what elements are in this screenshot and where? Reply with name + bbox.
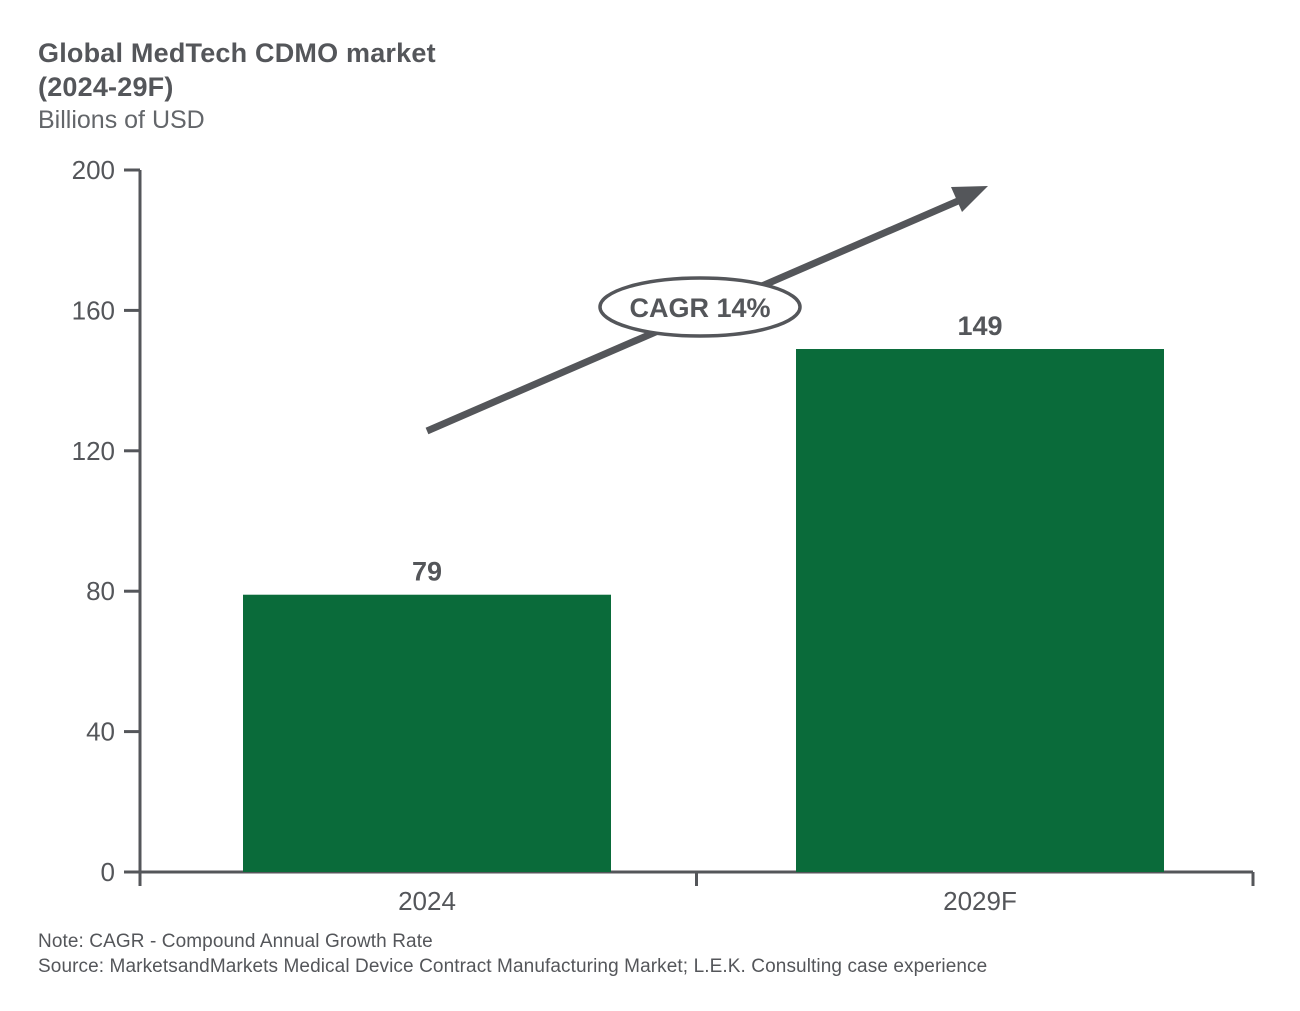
bar-value-label-2024: 79 [412, 557, 442, 587]
bar-2024 [243, 594, 611, 872]
cagr-annotation-label: CAGR 14% [629, 293, 770, 323]
x-axis-category-label-2024: 2024 [398, 886, 456, 916]
y-axis-tick-label: 0 [101, 857, 115, 887]
x-axis-category-label-2029F: 2029F [943, 886, 1017, 916]
y-axis-tick-label: 40 [86, 717, 115, 747]
source-text: Source: MarketsandMarkets Medical Device… [38, 956, 988, 977]
footnotes: Note: CAGR - Compound Annual Growth Rate… [38, 929, 987, 979]
y-axis-tick-label: 200 [72, 155, 115, 185]
y-axis-tick-label: 160 [72, 295, 115, 325]
chart-title-line2: (2024-29F) [38, 72, 174, 102]
chart-title-line1: Global MedTech CDMO market [38, 38, 436, 68]
growth-arrow-head-icon [951, 186, 988, 212]
y-axis-tick-label: 120 [72, 436, 115, 466]
cagr-annotation-ellipse [598, 276, 802, 338]
y-axis-tick-label: 80 [86, 576, 115, 606]
bar-2029F [796, 349, 1164, 872]
chart-subtitle: Billions of USD [38, 106, 205, 134]
chart-title: Global MedTech CDMO market (2024-29F) [38, 36, 436, 104]
note-text: Note: CAGR - Compound Annual Growth Rate [38, 931, 433, 952]
bar-value-label-2029F: 149 [957, 311, 1002, 341]
